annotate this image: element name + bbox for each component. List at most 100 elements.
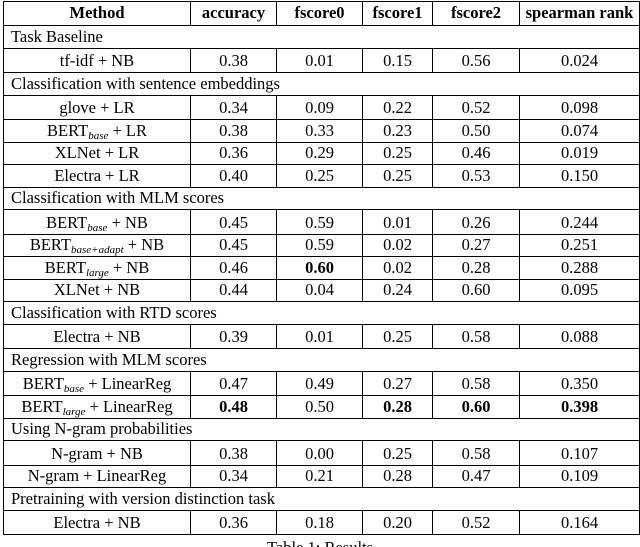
section-header-row: Using N-gram probabilities: [3, 417, 640, 441]
fscore0-cell: 0.59: [276, 209, 363, 235]
method-suffix: + LR: [108, 120, 147, 140]
section-title: Regression with MLM scores: [3, 348, 640, 372]
method-subscript: base+adapt: [71, 244, 124, 256]
fscore2-cell: 0.56: [432, 47, 520, 73]
table-row: Electra + NB 0.36 0.18 0.20 0.52 0.164: [3, 509, 640, 535]
table-row: N-gram + NB 0.38 0.00 0.25 0.58 0.107: [3, 440, 640, 466]
accuracy-cell: 0.36: [190, 509, 277, 535]
method-subscript: base: [87, 221, 108, 234]
spearman-cell: 0.350: [519, 370, 640, 396]
fscore2-cell: 0.58: [432, 370, 520, 396]
fscore1-cell: 0.02: [362, 256, 433, 280]
fscore2-cell: 0.26: [432, 209, 520, 235]
method-name: BERT: [21, 396, 63, 416]
header-fscore1: fscore1: [362, 1, 433, 26]
method-cell: Electra + LR: [3, 164, 191, 188]
fscore0-cell: 0.49: [276, 370, 363, 396]
spearman-cell: 0.098: [519, 94, 640, 120]
table-row: XLNet + NB 0.44 0.04 0.24 0.60 0.095: [3, 278, 640, 302]
spearman-cell: 0.024: [519, 47, 640, 73]
fscore2-cell: 0.60: [432, 278, 520, 302]
fscore1-cell: 0.22: [362, 94, 433, 120]
method-name: BERT: [47, 120, 89, 140]
fscore1-cell: 0.01: [362, 209, 433, 235]
accuracy-cell: 0.40: [190, 164, 277, 188]
fscore2-cell: 0.27: [432, 233, 520, 257]
spearman-cell: 0.019: [519, 141, 640, 165]
table-row: BERTbase + NB 0.45 0.59 0.01 0.26 0.244: [3, 209, 640, 235]
method-cell: BERTbase+adapt + NB: [3, 233, 191, 257]
accuracy-cell: 0.44: [190, 278, 277, 302]
fscore1-cell: 0.27: [362, 370, 433, 396]
table-row: BERTbase + LR 0.38 0.33 0.23 0.50 0.074: [3, 119, 640, 143]
results-table: Method accuracy fscore0 fscore1 fscore2 …: [3, 1, 640, 535]
accuracy-cell: 0.38: [190, 47, 277, 73]
method-cell: glove + LR: [3, 94, 191, 120]
accuracy-cell: 0.34: [190, 94, 277, 120]
method-subscript: large: [62, 405, 86, 418]
fscore0-cell: 0.00: [276, 440, 363, 466]
spearman-cell: 0.251: [519, 233, 640, 257]
table-row: glove + LR 0.34 0.09 0.22 0.52 0.098: [3, 94, 640, 120]
table-row: tf-idf + NB 0.38 0.01 0.15 0.56 0.024: [3, 47, 640, 73]
section-title: Using N-gram probabilities: [3, 417, 640, 441]
table-row: BERTbase + LinearReg 0.47 0.49 0.27 0.58 0.35…: [3, 370, 640, 396]
method-suffix: + NB: [123, 235, 165, 254]
accuracy-cell: 0.48: [190, 395, 277, 419]
method-name: BERT: [44, 257, 86, 277]
section-title: Classification with sentence embeddings: [3, 72, 640, 96]
method-name: BERT: [29, 235, 72, 254]
accuracy-cell: 0.39: [190, 323, 277, 349]
header-accuracy: accuracy: [190, 1, 277, 26]
fscore1-cell: 0.25: [362, 164, 433, 188]
spearman-cell: 0.288: [519, 256, 640, 280]
fscore2-cell: 0.53: [432, 164, 520, 188]
accuracy-cell: 0.45: [190, 209, 277, 235]
accuracy-cell: 0.45: [190, 233, 277, 257]
method-name: BERT: [22, 374, 64, 393]
fscore0-cell: 0.18: [276, 509, 363, 535]
table-row: BERTlarge + LinearReg 0.48 0.50 0.28 0.60 0.3…: [3, 395, 640, 419]
section-header-row: Classification with MLM scores: [3, 186, 640, 210]
accuracy-cell: 0.46: [190, 256, 277, 280]
method-subscript: large: [85, 266, 109, 279]
fscore0-cell: 0.50: [276, 395, 363, 419]
spearman-cell: 0.074: [519, 119, 640, 143]
fscore1-cell: 0.15: [362, 47, 433, 73]
fscore0-cell: 0.25: [276, 164, 363, 188]
header-spearman-rank: spearman rank: [519, 1, 640, 26]
method-cell: BERTbase + NB: [3, 209, 191, 235]
spearman-cell: 0.244: [519, 209, 640, 235]
table-row: N-gram + LinearReg 0.34 0.21 0.28 0.47 0.109: [3, 464, 640, 488]
section-header-row: Pretraining with version distinction tas…: [3, 487, 640, 511]
accuracy-cell: 0.47: [190, 370, 277, 396]
fscore0-cell: 0.09: [276, 94, 363, 120]
method-suffix: + NB: [108, 257, 150, 277]
section-title: Pretraining with version distinction tas…: [3, 487, 640, 511]
table-row: BERTlarge + NB 0.46 0.60 0.02 0.28 0.288: [3, 256, 640, 280]
spearman-cell: 0.164: [519, 509, 640, 535]
fscore0-cell: 0.60: [276, 256, 363, 280]
header-method: Method: [3, 1, 191, 26]
method-cell: BERTbase + LR: [3, 119, 191, 143]
accuracy-cell: 0.38: [190, 440, 277, 466]
method-suffix: + LinearReg: [84, 374, 172, 393]
table-caption: Table 1: Results: [0, 540, 640, 547]
method-subscript: base: [88, 129, 109, 142]
method-subscript: base: [63, 383, 85, 395]
fscore2-cell: 0.60: [432, 395, 520, 419]
fscore2-cell: 0.46: [432, 141, 520, 165]
fscore0-cell: 0.33: [276, 119, 363, 143]
fscore2-cell: 0.50: [432, 119, 520, 143]
method-cell: Electra + NB: [3, 323, 191, 349]
header-fscore0: fscore0: [276, 1, 363, 26]
accuracy-cell: 0.36: [190, 141, 277, 165]
section-header-row: Classification with RTD scores: [3, 301, 640, 325]
spearman-cell: 0.109: [519, 464, 640, 488]
spearman-cell: 0.150: [519, 164, 640, 188]
fscore1-cell: 0.25: [362, 440, 433, 466]
header-fscore2: fscore2: [432, 1, 520, 26]
section-header-row: Classification with sentence embeddings: [3, 72, 640, 96]
fscore1-cell: 0.25: [362, 141, 433, 165]
table-row: Electra + LR 0.40 0.25 0.25 0.53 0.150: [3, 164, 640, 188]
